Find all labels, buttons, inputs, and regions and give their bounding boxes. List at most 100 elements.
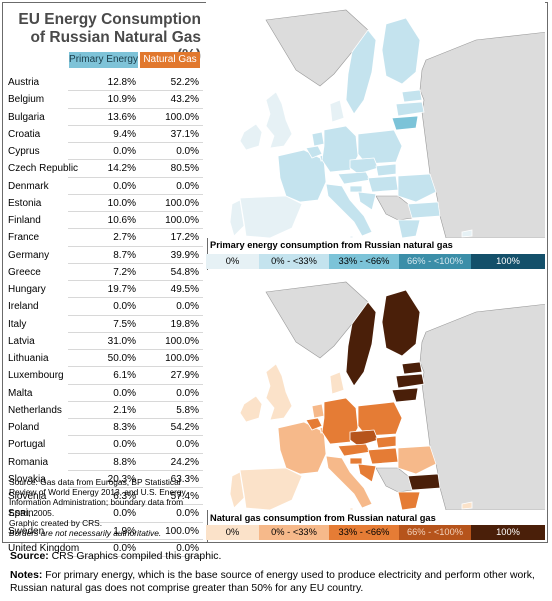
country-name: Lithuania [8,353,49,364]
country-czech-republic [349,157,379,175]
primary-energy-value: 0.0% [113,508,136,520]
table-row: Denmark 0.0% 0.0% [8,178,203,195]
europe-map-primary [229,9,545,238]
table-row: Romania 8.8% 24.2% [8,454,203,471]
country-bulgaria [407,473,441,491]
bottom-source-label: Source: [10,551,49,562]
country-slovakia [375,163,397,177]
map-gas-title: Natural gas consumption from Russian nat… [210,513,436,523]
table-row: Belgium 10.9% 43.2% [8,91,203,109]
country-sweden [345,29,377,115]
legend-item: 33% - <66% [329,254,399,269]
country-name: Greece [8,266,41,278]
natural-gas-value: 54.2% [170,422,199,433]
country-name: Romania [8,456,49,468]
country-france [277,149,327,203]
natural-gas-value: 100.0% [165,197,199,209]
country-name: Malta [8,387,33,399]
natural-gas-value: 24.2% [170,456,199,468]
table-row: Luxembourg 6.1% 27.9% [8,367,203,385]
natural-gas-value: 100.0% [165,525,199,537]
natural-gas-value: 5.8% [176,404,199,416]
created-text: Graphic created by CRS. [9,517,103,528]
table-row: Czech Republic 14.2% 80.5% [8,160,203,178]
data-table-panel: EU Energy Consumption of Russian Natural… [3,3,208,557]
country-greece [397,491,421,510]
map-primary-energy [206,0,545,238]
primary-energy-value: 2.1% [113,404,136,416]
natural-gas-value: 0.0% [176,439,199,451]
country-name: France [8,232,40,244]
primary-energy-value: 20.3% [107,473,136,485]
non-eu-land [375,467,413,493]
country-name: Netherlands [8,404,62,416]
country-name: Denmark [8,180,49,192]
country-lithuania [391,115,419,131]
table-row: Lithuania 50.0% 100.0% [8,350,203,368]
table-row: Croatia 9.4% 37.1% [8,126,203,143]
table-row: France 2.7% 17.2% [8,229,203,247]
country-belgium [305,417,323,431]
country-name: Italy [8,318,27,330]
table-row: Greece 7.2% 54.8% [8,264,203,281]
country-denmark [329,99,345,123]
natural-gas-value: 0.0% [176,542,199,554]
country-estonia [401,361,423,375]
natural-gas-value: 100.0% [165,111,199,123]
country-slovenia [349,185,363,193]
bottom-notes-text: For primary energy, which is the base so… [10,570,535,594]
primary-energy-value: 6.1% [113,370,136,382]
country-romania [397,173,437,203]
country-ireland [239,395,263,423]
natural-gas-value: 0.0% [176,180,199,192]
primary-energy-value: 8.7% [113,249,136,261]
country-name: Estonia [8,197,42,209]
infographic-title: EU Energy Consumption of Russian Natural… [11,11,201,65]
country-name: Slovenia [8,491,47,502]
natural-gas-value: 39.9% [170,249,199,261]
country-bulgaria [407,201,441,219]
primary-energy-value: 8.8% [113,456,136,468]
map-primary-title: Primary energy consumption from Russian … [210,240,453,250]
primary-energy-value: 1.9% [113,525,136,537]
country-name: United Kingdom [8,542,80,554]
country-sweden [345,301,377,387]
table-row: Portugal 0.0% 0.0% [8,436,203,454]
country-name: Czech Republic [8,163,79,175]
country-cyprus [461,229,473,238]
primary-energy-value: 19.7% [107,284,136,295]
country-denmark [329,371,345,395]
table-row: Hungary 19.7% 49.5% [8,281,203,299]
table-row: Bulgaria 13.6% 100.0% [8,109,203,126]
country-name: Spain [8,508,34,520]
primary-energy-value: 2.7% [113,232,136,244]
country-name: Hungary [8,284,46,295]
table-row: United Kingdom 0.0% 0.0% [8,540,203,557]
country-hungary [367,447,399,465]
natural-gas-value: 37.1% [170,128,199,140]
natural-gas-value: 0.0% [176,301,199,313]
bottom-notes: Source: CRS Graphics compiled this graph… [10,550,545,601]
natural-gas-value: 63.3% [170,473,199,485]
column-header-natural-gas: Natural Gas [140,52,200,68]
country-portugal [229,471,245,509]
country-romania [397,445,437,475]
table-row: Poland 8.3% 54.2% [8,419,203,437]
title-line-1: EU Energy Consumption [18,11,201,28]
country-name: Belgium [8,94,45,106]
natural-gas-value: 100.0% [165,215,199,226]
country-cyprus [461,501,473,510]
primary-energy-value: 13.6% [107,111,136,123]
primary-energy-value: 10.6% [107,215,136,226]
country-table: Austria 12.8% 52.2% Belgium 10.9% 43.2% Bulgar… [8,74,203,557]
primary-energy-value: 31.0% [107,335,136,347]
country-germany [321,125,359,173]
country-austria [337,171,371,185]
table-row: Slovakia 20.3% 63.3% [8,471,203,488]
legend-item: 0% [206,254,259,269]
country-france [277,421,327,475]
primary-energy-value: 0.0% [113,180,136,192]
source-text: Source: Gas data from Eurogas, BP Statis… [9,477,186,518]
country-name: Finland [8,215,41,226]
table-row: Spain 0.0% 0.0% [8,505,203,523]
